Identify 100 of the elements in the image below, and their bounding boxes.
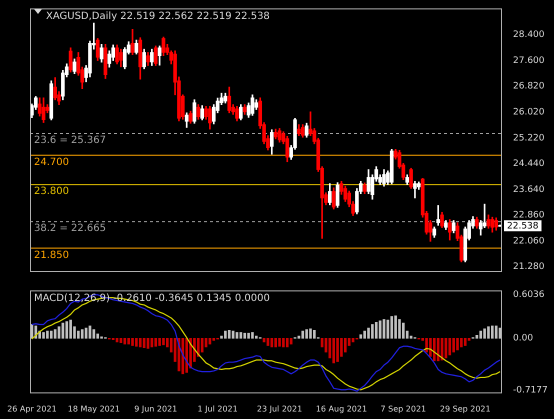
bar	[100, 336, 103, 339]
y-tick-label: -0.7177	[513, 386, 548, 396]
bar	[212, 338, 216, 341]
bar	[262, 338, 266, 342]
bar	[367, 328, 370, 339]
bar	[374, 322, 378, 339]
y-tick-label: 0.6036	[513, 290, 545, 300]
y-tick-label: 22.060	[513, 236, 545, 247]
bar	[301, 330, 304, 339]
bar	[69, 320, 72, 339]
bar	[80, 329, 84, 339]
bar	[290, 338, 292, 344]
bar	[456, 338, 459, 350]
y-tick-label: 25.220	[513, 134, 545, 144]
bar	[386, 320, 390, 339]
bar	[127, 338, 130, 344]
bar	[483, 328, 486, 339]
x-tick-label: 1 Jul 2021	[198, 404, 238, 414]
bar	[278, 338, 281, 347]
bar	[251, 332, 254, 339]
bar	[270, 338, 274, 348]
y-tick-label: 0.00	[513, 334, 534, 344]
bar	[77, 330, 80, 339]
y-tick-label: 27.600	[513, 56, 545, 66]
bar	[309, 328, 312, 339]
bar	[305, 329, 308, 339]
chart-title: XAGUSD,Daily 22.519 22.562 22.519 22.538	[46, 10, 270, 22]
bar	[479, 330, 482, 339]
ref-line-label: 23.6 = 25.367	[34, 135, 106, 146]
ref-line-label: 21.850	[34, 250, 69, 261]
bar	[382, 319, 386, 339]
bar	[352, 338, 354, 342]
bar	[50, 330, 53, 339]
x-tick-label: 23 Jul 2021	[256, 404, 302, 414]
bar	[243, 332, 246, 339]
bar	[158, 338, 161, 346]
bar	[92, 329, 96, 339]
y-tick-label: 22.860	[513, 210, 545, 221]
bar	[390, 316, 394, 339]
bar	[240, 332, 242, 339]
bar	[135, 338, 138, 347]
bar	[65, 321, 68, 339]
bar	[120, 338, 122, 343]
bar	[452, 338, 455, 352]
y-tick-label: 28.400	[513, 30, 545, 40]
bar	[282, 338, 285, 348]
bar	[371, 324, 374, 339]
bar	[46, 330, 49, 339]
ref-line-label: 23.800	[34, 186, 69, 198]
bar	[42, 332, 45, 339]
bar	[54, 329, 56, 339]
bar	[138, 338, 142, 348]
bar	[162, 338, 165, 346]
bar	[123, 338, 126, 344]
bar	[460, 338, 463, 348]
bar	[444, 338, 448, 358]
bar	[146, 338, 150, 349]
bar	[247, 332, 250, 339]
bar	[154, 338, 158, 347]
bar	[112, 338, 115, 340]
bar	[398, 319, 401, 339]
x-tick-label: 26 Apr 2021	[7, 404, 57, 414]
bar	[62, 322, 64, 339]
bar	[336, 338, 339, 362]
x-tick-label: 9 Jun 2021	[134, 404, 178, 414]
bar	[363, 330, 366, 339]
bar	[332, 338, 336, 364]
bar	[448, 338, 452, 356]
bar	[498, 328, 502, 339]
bar	[402, 322, 405, 339]
bar	[429, 338, 432, 357]
bar	[131, 338, 134, 346]
y-tick-label: 24.440	[513, 159, 545, 170]
bar	[344, 338, 347, 352]
bar	[440, 338, 444, 360]
bar	[200, 338, 204, 352]
y-tick-label: 26.820	[513, 81, 545, 92]
bar	[224, 330, 227, 339]
bar	[464, 338, 467, 346]
x-tick-label: 18 May 2021	[68, 404, 120, 414]
bar	[232, 330, 234, 339]
y-tick-label: 23.640	[513, 185, 545, 196]
bar	[274, 338, 277, 348]
bar	[58, 326, 60, 339]
ref-line-label: 38.2 = 22.665	[34, 223, 106, 234]
bar	[142, 338, 146, 348]
x-tick-label: 16 Aug 2021	[316, 404, 368, 414]
bar	[88, 326, 92, 339]
x-tick-label: 29 Sep 2021	[440, 404, 491, 414]
ref-line-label: 24.700	[34, 156, 69, 168]
bar	[208, 338, 212, 344]
bar	[494, 326, 498, 339]
text: 22.538	[507, 222, 539, 232]
bar	[286, 338, 289, 348]
bar	[116, 338, 118, 342]
bar	[487, 326, 490, 339]
bar	[266, 338, 270, 346]
bar	[313, 330, 316, 339]
bar	[84, 328, 88, 339]
y-tick-label: 21.280	[513, 262, 545, 272]
